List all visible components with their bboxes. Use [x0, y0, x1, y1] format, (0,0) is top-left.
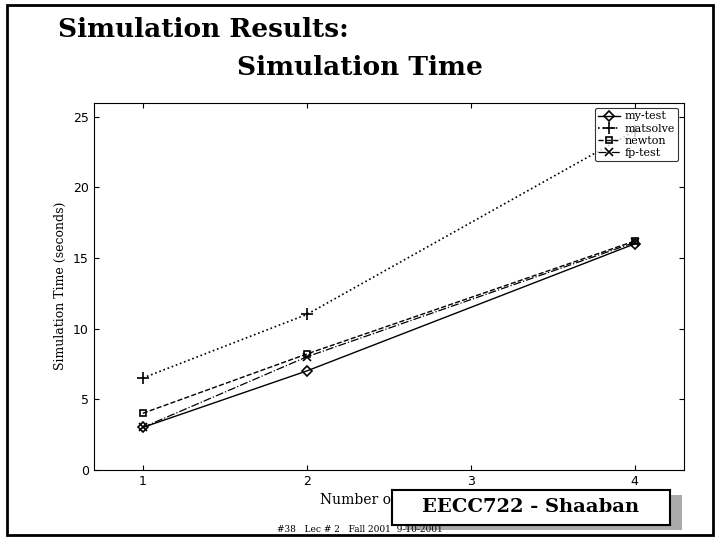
X-axis label: Number of Threads: Number of Threads: [320, 493, 458, 507]
Legend: my-test, matsolve, newton, fp-test: my-test, matsolve, newton, fp-test: [595, 108, 678, 161]
Text: EECC722 - Shaaban: EECC722 - Shaaban: [423, 498, 639, 516]
Text: #38   Lec # 2   Fall 2001  9-10-2001: #38 Lec # 2 Fall 2001 9-10-2001: [277, 524, 443, 534]
Y-axis label: Simulation Time (seconds): Simulation Time (seconds): [54, 202, 67, 370]
Text: Simulation Time: Simulation Time: [237, 55, 483, 80]
Text: Simulation Results:: Simulation Results:: [58, 17, 348, 42]
